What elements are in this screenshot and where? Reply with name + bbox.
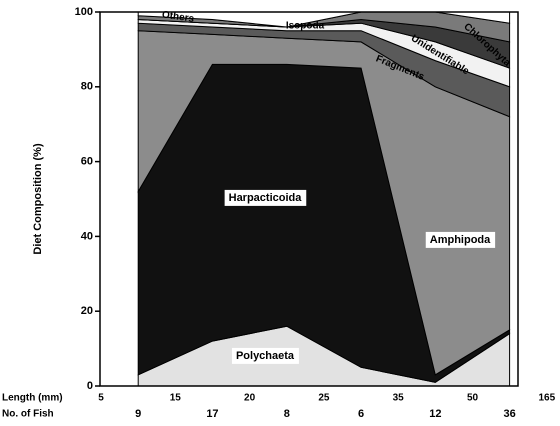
y-tick-label: 80 (81, 81, 93, 93)
y-axis-label: Diet Composition (%) (32, 143, 44, 255)
x-tick-label: 12 (429, 408, 441, 420)
plot-frame (99, 11, 519, 387)
categories-label: No. of Fish (2, 409, 54, 420)
label-box (224, 189, 307, 206)
y-tick-label: 20 (81, 305, 93, 317)
area-label: Isopoda (286, 21, 325, 32)
length-label: 25 (318, 393, 330, 404)
length-label: 50 (467, 393, 479, 404)
length-label: 5 (98, 393, 104, 404)
y-tick-label: 60 (81, 156, 93, 168)
x-tick-label: 8 (284, 408, 290, 420)
y-tick-label: 100 (75, 6, 93, 18)
area-label: Polychaeta (236, 350, 295, 362)
length-label: 35 (393, 393, 405, 404)
y-tick-label: 40 (81, 230, 93, 242)
area-label: Others (161, 9, 195, 24)
area-label: Harpacticoida (229, 192, 303, 204)
length-label: 165 (538, 393, 555, 404)
label-box (425, 231, 496, 248)
area-label: Amphipoda (430, 234, 491, 246)
y-tick-label: 0 (87, 380, 93, 392)
x-tick-label: 17 (206, 408, 218, 420)
x-axis-label: Length (mm) (2, 393, 63, 404)
x-tick-label: 9 (135, 408, 141, 420)
length-label: 15 (170, 393, 182, 404)
label-box (231, 347, 299, 364)
x-tick-label: 6 (358, 408, 364, 420)
x-tick-label: 36 (504, 408, 516, 420)
length-label: 20 (244, 393, 256, 404)
